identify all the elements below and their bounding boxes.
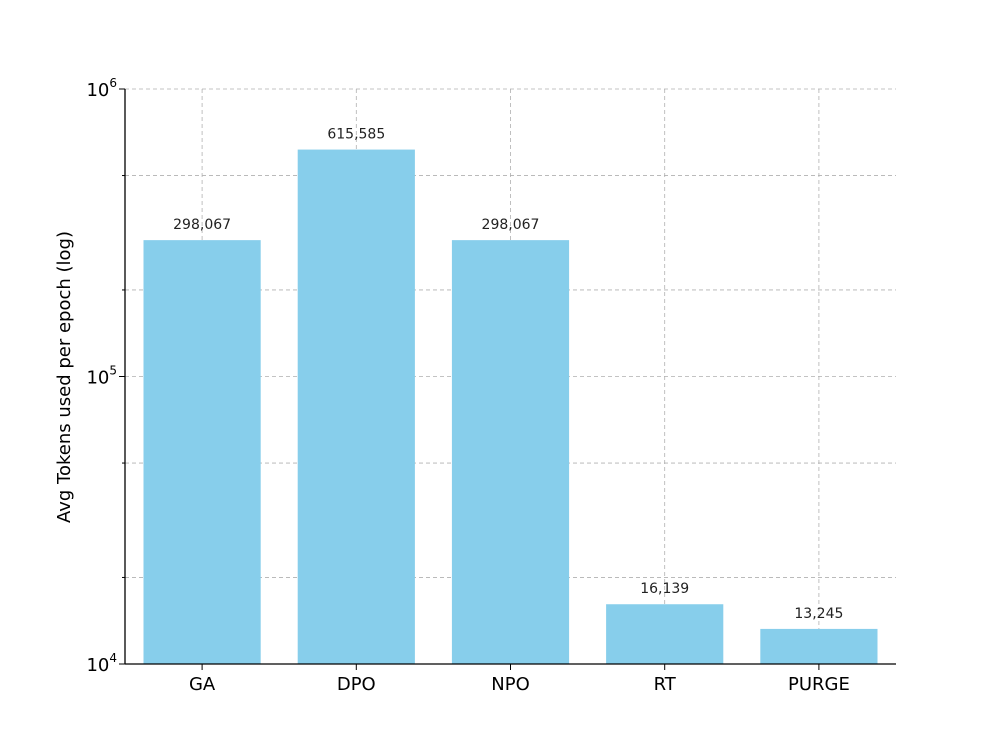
value-label-npo: 298,067 [482,217,540,233]
bars [143,149,878,664]
y-tick-label: 106 [86,76,117,101]
bar-npo [451,240,570,664]
y-tick-label: 104 [86,651,117,676]
bar-dpo [297,149,415,664]
value-labels: 298,067 615,585 298,067 16,139 13,245 [173,127,843,622]
value-label-purge: 13,245 [794,606,843,622]
bar-ga [143,240,261,664]
value-label-rt: 16,139 [640,581,689,597]
y-axis-label: Avg Tokens used per epoch (log) [54,231,75,523]
value-label-dpo: 615,585 [327,127,385,143]
x-tick-label-purge: PURGE [788,674,850,695]
value-label-ga: 298,067 [173,217,231,233]
bar-purge [760,628,878,664]
x-tick-label-npo: NPO [491,674,530,695]
x-tick-label-rt: RT [654,674,677,695]
y-tick-label: 105 [86,364,117,389]
axes: 104 105 106 GA DPO NPO RT PURGE [86,76,896,695]
x-tick-label-ga: GA [189,674,216,695]
bar-rt [606,604,724,664]
x-tick-label-dpo: DPO [337,674,376,695]
